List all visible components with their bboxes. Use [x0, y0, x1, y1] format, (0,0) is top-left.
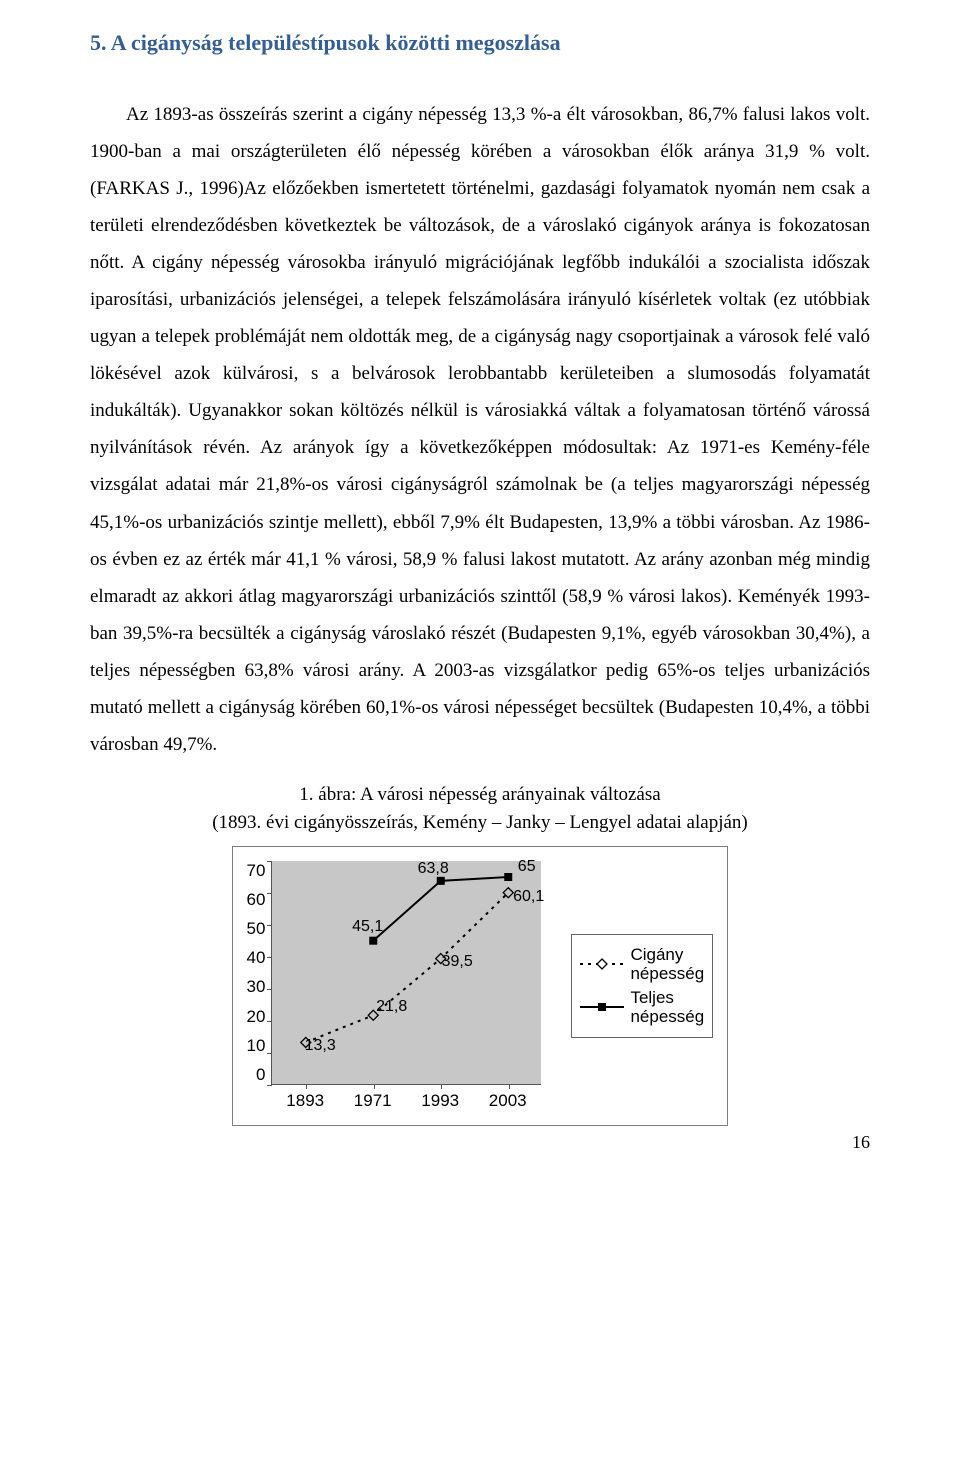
x-tick: [509, 1084, 510, 1089]
marker-square: [505, 873, 513, 881]
legend-label: Teljesnépesség: [630, 988, 702, 1027]
data-label: 63,8: [418, 860, 449, 878]
caption-line-1: 1. ábra: A városi népesség arányainak vá…: [299, 784, 660, 805]
y-tick-label: 0: [256, 1065, 265, 1085]
body-paragraph: Az 1893-as összeírás szerint a cigány né…: [90, 96, 870, 763]
y-tick: [267, 957, 272, 958]
legend: Cigánynépesség Teljesnépesség: [571, 934, 713, 1038]
y-tick-label: 60: [247, 890, 266, 910]
chart-container: 70 60 50 40 30 20 10 0 13,3 21,8 39,5 60,1 45,1 63,8…: [90, 846, 870, 1126]
marker-square: [370, 937, 378, 945]
plot-area: 13,3 21,8 39,5 60,1 45,1 63,8 65: [271, 861, 541, 1085]
x-tick-label: 2003: [489, 1091, 527, 1111]
y-tick: [267, 861, 272, 862]
x-tick: [374, 1084, 375, 1089]
x-tick: [441, 1084, 442, 1089]
legend-item: Teljesnépesség: [580, 988, 702, 1027]
data-label: 13,3: [305, 1037, 336, 1055]
legend-item: Cigánynépesség: [580, 945, 702, 984]
series-line: [306, 893, 509, 1043]
page: 5. A cigányság településtípusok közötti …: [0, 0, 960, 1183]
data-label: 60,1: [513, 888, 544, 906]
x-axis: 1893 1971 1993 2003: [271, 1091, 541, 1111]
x-tick-label: 1993: [421, 1091, 459, 1111]
marker-square: [437, 877, 445, 885]
chart-frame: 70 60 50 40 30 20 10 0 13,3 21,8 39,5 60,1 45,1 63,8…: [232, 846, 729, 1126]
y-tick: [267, 1021, 272, 1022]
data-label: 65: [518, 858, 536, 876]
data-label: 45,1: [352, 918, 383, 936]
data-label: 21,8: [376, 998, 407, 1016]
y-tick-label: 20: [247, 1007, 266, 1027]
section-heading: 5. A cigányság településtípusok közötti …: [90, 30, 870, 56]
y-tick: [267, 1053, 272, 1054]
y-tick-label: 30: [247, 977, 266, 997]
series-line: [374, 877, 509, 941]
y-tick-label: 70: [247, 861, 266, 881]
y-tick: [267, 893, 272, 894]
x-tick: [306, 1084, 307, 1089]
y-tick-label: 10: [247, 1036, 266, 1056]
legend-swatch: [580, 999, 624, 1015]
data-label: 39,5: [442, 953, 473, 971]
y-tick: [267, 1085, 272, 1086]
y-tick: [267, 925, 272, 926]
caption-line-2: (1893. évi cigányösszeírás, Kemény – Jan…: [212, 812, 748, 833]
y-tick: [267, 989, 272, 990]
legend-label: Cigánynépesség: [630, 945, 702, 984]
x-tick-label: 1893: [286, 1091, 324, 1111]
y-tick-label: 50: [247, 919, 266, 939]
y-axis: 70 60 50 40 30 20 10 0: [247, 861, 272, 1085]
y-tick-label: 40: [247, 948, 266, 968]
page-number: 16: [90, 1132, 870, 1153]
x-tick-label: 1971: [354, 1091, 392, 1111]
figure-caption: 1. ábra: A városi népesség arányainak vá…: [90, 781, 870, 838]
legend-swatch: [580, 956, 624, 972]
